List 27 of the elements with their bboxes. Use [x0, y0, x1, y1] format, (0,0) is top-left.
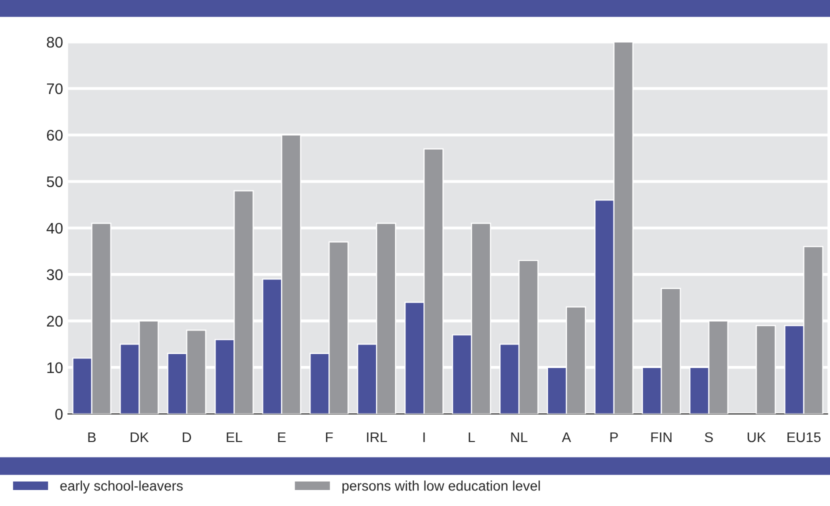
legend-label: persons with low education level [342, 480, 540, 494]
x-tick-label: I [423, 432, 425, 442]
y-tick-label: 60 [46, 130, 63, 141]
x-tick-label: B [88, 432, 96, 442]
x-tick-label: FIN [651, 432, 672, 442]
x-tick-label: P [610, 432, 618, 442]
y-tick-label: 70 [46, 83, 63, 94]
x-tick-label: DK [130, 432, 149, 442]
x-tick-label: F [326, 432, 333, 442]
y-tick-label: 10 [47, 362, 63, 374]
y-tick-label: 40 [46, 222, 63, 234]
x-tick-label: IRL [367, 432, 387, 442]
legend-label: early school-leavers [60, 480, 183, 494]
x-tick-label: D [182, 432, 192, 442]
x-tick-label: L [468, 432, 475, 442]
x-tick-label: EL [226, 432, 242, 442]
x-tick-label: A [562, 432, 572, 442]
x-tick-label: E [278, 432, 286, 442]
x-tick-label: EU15 [788, 432, 821, 442]
y-tick-label: 80 [46, 36, 63, 48]
y-tick-label: 0 [55, 408, 63, 420]
x-tick-label: S [704, 432, 713, 442]
y-tick-label: 30 [46, 269, 63, 280]
y-tick-label: 20 [46, 316, 63, 327]
x-tick-label: NL [511, 432, 528, 442]
y-tick-label: 50 [46, 176, 63, 188]
x-tick-label: UK [748, 432, 766, 442]
